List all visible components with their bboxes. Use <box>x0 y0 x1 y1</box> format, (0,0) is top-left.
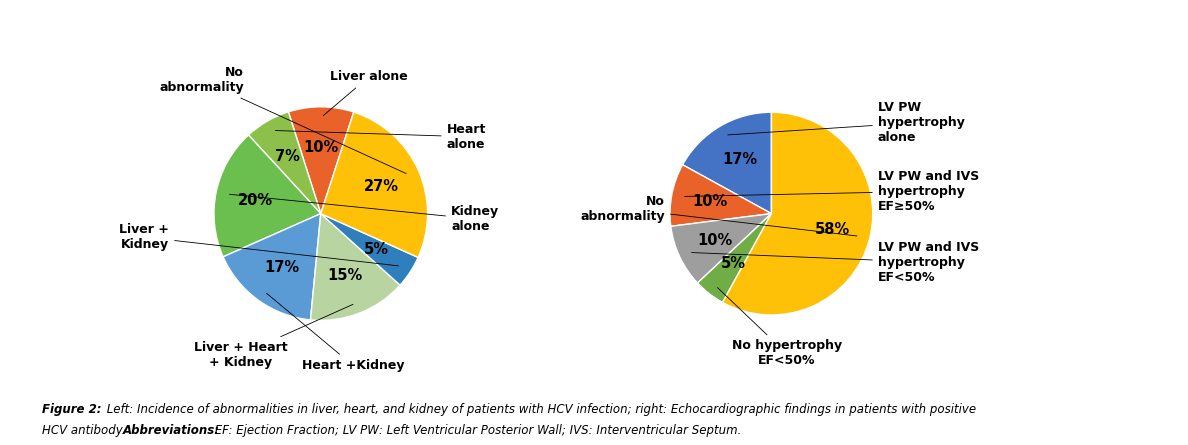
Text: 10%: 10% <box>303 140 339 155</box>
Text: LV PW and IVS
hypertrophy
EF<50%: LV PW and IVS hypertrophy EF<50% <box>691 241 979 284</box>
Text: Abbreviations:: Abbreviations: <box>122 424 220 437</box>
Wedge shape <box>214 135 321 257</box>
Wedge shape <box>289 107 354 214</box>
Text: 15%: 15% <box>327 268 362 283</box>
Text: Heart +Kidney: Heart +Kidney <box>266 293 404 372</box>
Wedge shape <box>671 214 771 283</box>
Text: Liver alone: Liver alone <box>323 70 407 116</box>
Text: EF: Ejection Fraction; LV PW: Left Ventricular Posterior Wall; IVS: Interventric: EF: Ejection Fraction; LV PW: Left Ventr… <box>211 424 741 437</box>
Wedge shape <box>670 165 771 227</box>
Text: 27%: 27% <box>364 179 399 194</box>
Text: No hypertrophy
EF<50%: No hypertrophy EF<50% <box>718 287 841 368</box>
Text: No
abnormality: No abnormality <box>581 194 857 236</box>
Text: Left: Incidence of abnormalities in liver, heart, and kidney of patients with HC: Left: Incidence of abnormalities in live… <box>103 403 977 416</box>
Text: HCV antibody.: HCV antibody. <box>42 424 129 437</box>
Text: No
abnormality: No abnormality <box>159 66 406 174</box>
Text: Heart
alone: Heart alone <box>276 123 486 151</box>
Text: 5%: 5% <box>364 243 388 257</box>
Text: 5%: 5% <box>720 256 745 271</box>
Wedge shape <box>321 112 428 258</box>
Text: 10%: 10% <box>697 233 732 248</box>
Text: 58%: 58% <box>815 222 849 237</box>
Text: 10%: 10% <box>693 194 727 209</box>
Wedge shape <box>683 112 771 214</box>
Text: LV PW
hypertrophy
alone: LV PW hypertrophy alone <box>728 101 965 144</box>
Text: 17%: 17% <box>265 260 299 275</box>
Text: 20%: 20% <box>239 193 273 208</box>
Text: Figure 2:: Figure 2: <box>42 403 101 416</box>
Text: Kidney
alone: Kidney alone <box>229 194 499 233</box>
Wedge shape <box>321 214 418 285</box>
Wedge shape <box>697 214 771 303</box>
Wedge shape <box>722 112 873 315</box>
Text: 7%: 7% <box>276 149 301 164</box>
Wedge shape <box>310 214 400 320</box>
Text: 17%: 17% <box>722 152 757 167</box>
Text: Liver +
Kidney: Liver + Kidney <box>119 223 398 266</box>
Text: Liver + Heart
+ Kidney: Liver + Heart + Kidney <box>194 304 353 368</box>
Text: LV PW and IVS
hypertrophy
EF≥50%: LV PW and IVS hypertrophy EF≥50% <box>684 170 979 213</box>
Wedge shape <box>248 112 321 214</box>
Wedge shape <box>223 214 321 320</box>
